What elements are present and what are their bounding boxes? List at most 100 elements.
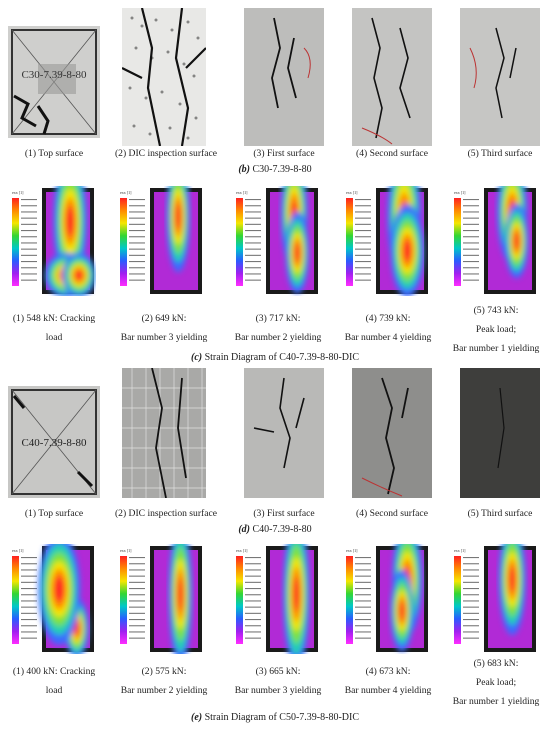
strain-legend-tick bbox=[355, 563, 371, 565]
strain-legend-tick bbox=[129, 199, 145, 201]
photo-c40-second-surface bbox=[352, 368, 432, 498]
strain-legend-tick bbox=[355, 575, 371, 577]
strain-legend-tick bbox=[129, 248, 145, 250]
strain-legend-tick bbox=[355, 199, 371, 201]
strain-legend-title: exx [1] bbox=[236, 548, 248, 553]
strain-hotspot bbox=[175, 203, 181, 230]
strain-legend-tick bbox=[21, 273, 37, 275]
strain-hotspot bbox=[66, 205, 75, 237]
strain-diagram-c-1: exx [1] bbox=[10, 186, 96, 296]
strain-legend-tick bbox=[245, 619, 261, 621]
strain-legend-tick bbox=[129, 230, 145, 232]
strain-legend-tick bbox=[463, 588, 479, 590]
strain-legend-tick bbox=[463, 594, 479, 596]
strain-legend-tick bbox=[129, 619, 145, 621]
strain-legend-tick bbox=[245, 223, 261, 225]
strain-legend-tick bbox=[129, 588, 145, 590]
strain-legend-tick bbox=[21, 619, 37, 621]
strain-legend-tick bbox=[129, 557, 145, 559]
figure-title-e: (e) Strain Diagram of C50-7.39-8-80-DIC bbox=[190, 712, 360, 723]
strain-legend-tick bbox=[463, 575, 479, 577]
strain-legend-tick bbox=[129, 217, 145, 219]
strain-legend-tick bbox=[21, 557, 37, 559]
caption-row1-3: (3) First surface bbox=[253, 148, 315, 159]
strain-legend-tick bbox=[463, 211, 479, 213]
figure-title-b: (b) C30-7.39-8-80 bbox=[238, 164, 312, 175]
strain-legend-title: exx [1] bbox=[12, 190, 24, 195]
strain-diagram-c-3: exx [1] bbox=[234, 186, 320, 296]
strain-legend-tick bbox=[463, 557, 479, 559]
strain-legend-tick bbox=[355, 606, 371, 608]
strain-legend-tick bbox=[245, 279, 261, 281]
strain-legend-colorbar bbox=[454, 556, 461, 644]
strain-legend-tick bbox=[245, 242, 261, 244]
figure-title-d: (d) C40-7.39-8-80 bbox=[238, 524, 312, 535]
specimen-label-c40: C40-7.39-8-80 bbox=[21, 437, 87, 449]
strain-legend-colorbar bbox=[236, 556, 243, 644]
strain-legend-title: exx [1] bbox=[454, 548, 466, 553]
strain-legend-tick bbox=[21, 612, 37, 614]
strain-legend-tick bbox=[129, 242, 145, 244]
strain-legend-tick bbox=[245, 600, 261, 602]
strain-legend-tick bbox=[21, 600, 37, 602]
strain-legend-tick bbox=[463, 230, 479, 232]
caption-row2-5: (5) 743 kN: Peak load; Bar number 1 yieldi… bbox=[452, 305, 540, 354]
strain-legend-tick bbox=[129, 273, 145, 275]
strain-legend-tick bbox=[463, 217, 479, 219]
strain-legend-tick bbox=[463, 273, 479, 275]
strain-legend-tick bbox=[463, 600, 479, 602]
strain-legend-tick bbox=[129, 637, 145, 639]
strain-legend-title: exx [1] bbox=[346, 190, 358, 195]
strain-diagram-e-5: exx [1] bbox=[452, 544, 538, 654]
strain-legend-tick bbox=[355, 581, 371, 583]
strain-legend-tick bbox=[21, 205, 37, 207]
strain-diagram-e-3: exx [1] bbox=[234, 544, 320, 654]
strain-legend-tick bbox=[129, 631, 145, 633]
strain-legend-tick bbox=[21, 267, 37, 269]
strain-legend-tick bbox=[355, 236, 371, 238]
strain-legend-tick bbox=[355, 588, 371, 590]
caption-row3-4: (4) Second surface bbox=[356, 508, 428, 519]
strain-legend-tick bbox=[245, 631, 261, 633]
strain-diagram-e-1: exx [1] bbox=[10, 544, 96, 654]
strain-legend-tick bbox=[21, 637, 37, 639]
strain-legend-colorbar bbox=[236, 198, 243, 286]
strain-legend-title: exx [1] bbox=[454, 190, 466, 195]
strain-legend-tick bbox=[129, 261, 145, 263]
strain-legend-title: exx [1] bbox=[236, 190, 248, 195]
caption-row2-2: (2) 649 kN: Bar number 3 yielding bbox=[120, 313, 208, 343]
caption-row1-5: (5) Third surface bbox=[467, 148, 533, 159]
strain-legend-tick bbox=[129, 625, 145, 627]
photo-c40-top-surface: C40-7.39-8-80 bbox=[8, 386, 100, 498]
strain-legend-tick bbox=[355, 569, 371, 571]
strain-diagram-e-4: exx [1] bbox=[344, 544, 430, 654]
strain-hotspot bbox=[293, 576, 300, 612]
strain-legend-tick bbox=[21, 563, 37, 565]
strain-legend-tick bbox=[245, 267, 261, 269]
caption-row4-3: (3) 665 kN: Bar number 3 yielding bbox=[234, 666, 322, 696]
caption-row4-5: (5) 683 kN: Peak load; Bar number 1 yieldi… bbox=[452, 658, 540, 707]
strain-diagram-c-2: exx [1] bbox=[118, 186, 204, 296]
strain-legend-tick bbox=[129, 594, 145, 596]
caption-row4-4: (4) 673 kN: Bar number 4 yielding bbox=[344, 666, 432, 696]
strain-legend-tick bbox=[463, 606, 479, 608]
specimen-label-c30: C30-7.39-8-80 bbox=[21, 69, 87, 81]
strain-legend-tick bbox=[355, 261, 371, 263]
strain-legend-tick bbox=[21, 236, 37, 238]
strain-legend-tick bbox=[245, 563, 261, 565]
strain-legend-colorbar bbox=[12, 198, 19, 286]
strain-legend-title: exx [1] bbox=[346, 548, 358, 553]
photo-c40-third-surface bbox=[460, 368, 540, 498]
strain-hotspot bbox=[74, 621, 80, 636]
strain-legend-tick bbox=[21, 242, 37, 244]
caption-row1-1: (1) Top surface bbox=[24, 148, 84, 159]
strain-legend-tick bbox=[463, 242, 479, 244]
strain-legend-tick bbox=[463, 625, 479, 627]
strain-legend-tick bbox=[129, 575, 145, 577]
strain-legend-tick bbox=[129, 211, 145, 213]
strain-hotspot bbox=[54, 575, 65, 603]
strain-legend-tick bbox=[21, 211, 37, 213]
strain-legend-tick bbox=[355, 273, 371, 275]
strain-legend-tick bbox=[463, 563, 479, 565]
strain-legend-tick bbox=[355, 637, 371, 639]
